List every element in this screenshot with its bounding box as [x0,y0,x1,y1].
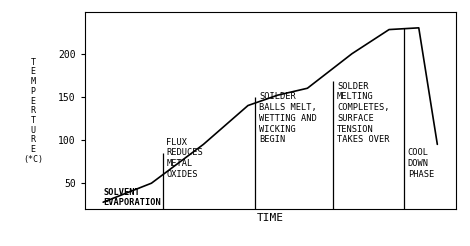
Text: SOLDER
MELTING
COMPLETES,
SURFACE
TENSION
TAKES OVER: SOLDER MELTING COMPLETES, SURFACE TENSIO… [337,82,390,144]
Text: SOLVENT
EVAPORATION: SOLVENT EVAPORATION [103,188,161,207]
Text: COOL
DOWN
PHASE: COOL DOWN PHASE [407,148,434,179]
Text: SOILDER
BALLS MELT,
WETTING AND
WICKING
BEGIN: SOILDER BALLS MELT, WETTING AND WICKING … [259,92,317,144]
X-axis label: TIME: TIME [257,213,284,223]
Y-axis label: T
E
M
P
E
R
T
U
R
E
(*C): T E M P E R T U R E (*C) [23,58,43,164]
Text: FLUX
REDUCES
METAL
OXIDES: FLUX REDUCES METAL OXIDES [166,138,203,179]
